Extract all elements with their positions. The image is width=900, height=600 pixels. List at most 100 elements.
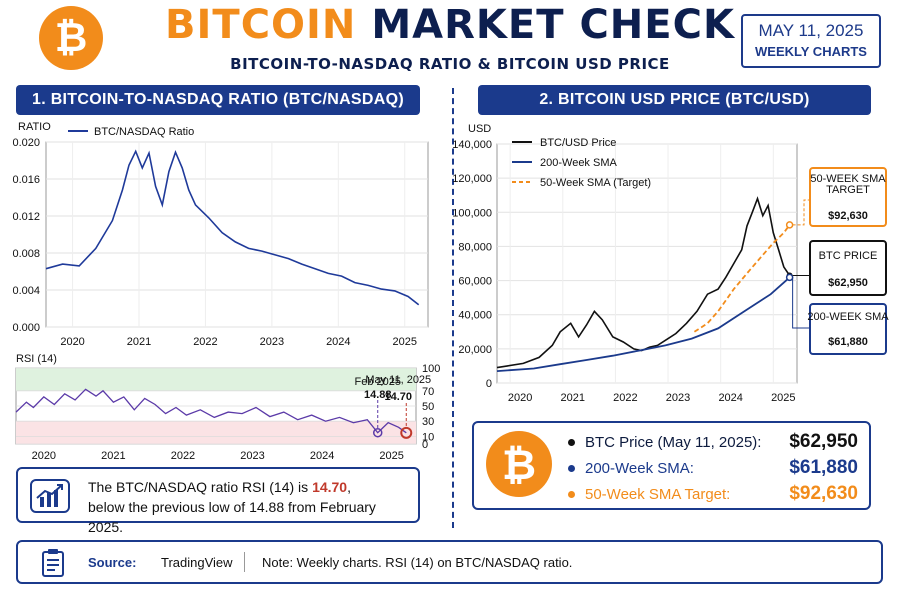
ratio-x-tick-label: 2020 <box>60 336 84 348</box>
ratio-y-tick-label: 0.008 <box>12 248 40 260</box>
chart-growth-icon <box>30 479 70 513</box>
rsi-y-tick-label: 70 <box>422 386 434 398</box>
summary-dot <box>568 490 575 498</box>
callout-sma200-box <box>809 303 887 355</box>
ratio-x-tick-label: 2021 <box>127 336 151 348</box>
rsi-title: RSI (14) <box>16 353 57 365</box>
usd-legend-label: 200-Week SMA <box>540 157 617 169</box>
rsi-series-line <box>15 388 407 434</box>
usd-y-tick-label: 80,000 <box>458 241 492 253</box>
ratio-y-tick-label: 0.016 <box>12 174 40 186</box>
rsi-y-tick-label: 30 <box>422 416 434 428</box>
rsi-x-tick-label: 2025 <box>379 450 403 462</box>
footer-bar: Source: TradingView Note: Weekly charts.… <box>16 540 883 584</box>
usd-legend-label: 50-Week SMA (Target) <box>540 177 651 189</box>
right-panel-header: 2. BITCOIN USD PRICE (BTC/USD) <box>478 85 871 115</box>
rsi-may-date: May 11, 2025 <box>365 374 431 386</box>
source-value: TradingView <box>161 554 233 570</box>
rsi-may-marker <box>400 426 413 439</box>
rsi-x-tick-label: 2024 <box>310 450 334 462</box>
usd-x-tick-label: 2023 <box>666 392 690 404</box>
date-label: MAY 11, 2025 <box>758 21 864 40</box>
callout-price-box <box>809 240 887 296</box>
usd-series-line-0 <box>496 196 791 369</box>
rsi-may-value: 14.70 <box>384 391 412 403</box>
usd-sma50-marker <box>785 221 794 229</box>
ratio-legend-label: BTC/NASDAQ Ratio <box>94 126 194 138</box>
rsi-x-tick-label: 2023 <box>240 450 264 462</box>
frequency-label: WEEKLY CHARTS <box>755 44 867 59</box>
summary-label: 50-Week SMA Target: <box>585 485 731 503</box>
panel-divider <box>452 88 454 528</box>
summary-value: $62,950 <box>789 431 858 452</box>
usd-plot-area <box>496 143 798 384</box>
rsi-overbought-band <box>16 368 416 391</box>
note-rsi-value: 14.70 <box>312 479 348 495</box>
callout-sma200-title: 200-WEEK SMA <box>807 311 889 323</box>
rsi-x-tick-label: 2020 <box>32 450 56 462</box>
note-suffix: , <box>347 479 351 495</box>
usd-x-tick-label: 2022 <box>613 392 637 404</box>
usd-y-tick-label: 20,000 <box>458 344 492 356</box>
callout-sma50-title-line2: TARGET <box>826 184 870 196</box>
source-label: Source: <box>88 554 137 570</box>
page-subtitle: BITCOIN-TO-NASDAQ RATIO & BITCOIN USD PR… <box>230 55 670 73</box>
callout-price-value: $62,950 <box>828 277 868 289</box>
clipboard-icon <box>42 549 64 577</box>
summary-row-sma200: 200-Week SMA: $61,880 <box>568 456 858 480</box>
page-title: BITCOIN MARKET CHECK <box>165 2 735 48</box>
usd-y-tick-label: 100,000 <box>452 207 492 219</box>
ratio-series-line <box>45 149 420 306</box>
summary-value: $61,880 <box>789 457 858 478</box>
summary-value: $92,630 <box>789 483 858 504</box>
bitcoin-logo-icon: ₿ <box>486 431 552 497</box>
title-bitcoin: BITCOIN <box>165 2 357 48</box>
summary-dot <box>568 438 575 446</box>
usd-y-tick-label: 40,000 <box>458 310 492 322</box>
summary-box: BTC Price (May 11, 2025): $62,950 200-We… <box>472 421 871 510</box>
rsi-oversold-band <box>16 421 416 444</box>
summary-label: BTC Price (May 11, 2025): <box>585 433 762 451</box>
rsi-feb-marker <box>372 427 383 438</box>
rsi-y-tick-label: 10 <box>422 431 434 443</box>
usd-series-line-2 <box>693 224 791 333</box>
rsi-x-tick-label: 2021 <box>101 450 125 462</box>
usd-x-tick-label: 2021 <box>561 392 585 404</box>
date-box: MAY 11, 2025 WEEKLY CHARTS <box>741 14 881 68</box>
ratio-y-tick-label: 0.004 <box>12 285 40 297</box>
usd-legend-label: BTC/USD Price <box>540 137 616 149</box>
callout-sma50-value: $92,630 <box>828 210 868 222</box>
footer-note: Note: Weekly charts. RSI (14) on BTC/NAS… <box>262 554 573 570</box>
callout-price-title: BTC PRICE <box>819 250 878 262</box>
ratio-x-tick-label: 2023 <box>260 336 284 348</box>
rsi-y-tick-label: 50 <box>422 401 434 413</box>
title-market-check: MARKET CHECK <box>371 2 735 48</box>
callout-sma50-box <box>809 167 887 227</box>
rsi-x-tick-label: 2022 <box>171 450 195 462</box>
rsi-y-tick-label: 100 <box>422 363 440 375</box>
rsi-y-tick-label: 0 <box>422 439 428 451</box>
rsi-feb-value: 14.88 <box>364 389 392 401</box>
summary-label: 200-Week SMA: <box>585 459 694 477</box>
usd-y-tick-label: 140,000 <box>452 139 492 151</box>
usd-sma200-marker <box>785 273 794 282</box>
note-prefix: The BTC/NASDAQ ratio RSI (14) is <box>88 479 313 495</box>
usd-x-tick-label: 2024 <box>718 392 742 404</box>
summary-dot <box>568 464 575 472</box>
usd-x-tick-label: 2020 <box>508 392 532 404</box>
footer-separator <box>244 552 245 572</box>
ratio-y-tick-label: 0.000 <box>12 322 40 334</box>
ratio-y-tick-label: 0.012 <box>12 211 40 223</box>
usd-y-tick-label: 0 <box>486 378 492 390</box>
callout-sma50-leader <box>792 199 810 226</box>
callout-sma50-title-line1: 50-WEEK SMA <box>810 173 886 185</box>
usd-y-tick-label: 60,000 <box>458 276 492 288</box>
ratio-y-tick-label: 0.020 <box>12 137 40 149</box>
note-line2: below the previous low of 14.88 from Feb… <box>88 499 376 535</box>
usd-series-line-1 <box>496 276 791 372</box>
callout-sma200-leader <box>792 277 810 329</box>
rsi-note-text: The BTC/NASDAQ ratio RSI (14) is 14.70, … <box>88 477 413 537</box>
ratio-x-tick-label: 2022 <box>193 336 217 348</box>
ratio-y-axis-label: RATIO <box>18 121 51 133</box>
